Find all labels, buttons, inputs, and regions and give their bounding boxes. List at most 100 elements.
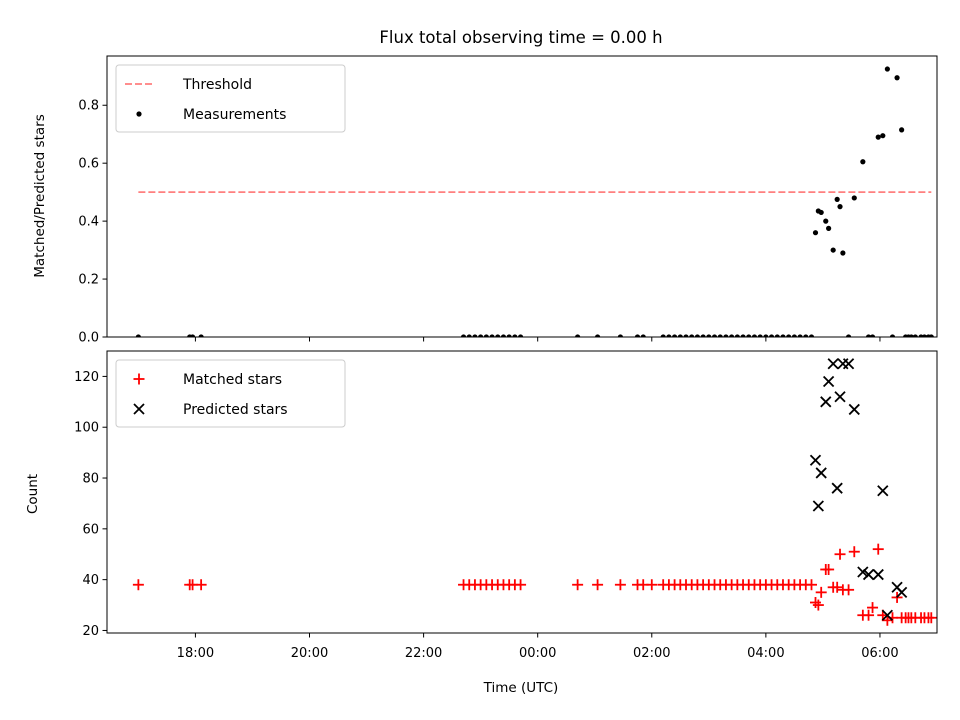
data-point-b: [881, 609, 894, 621]
top-y-axis-label: Matched/Predicted stars: [32, 114, 48, 277]
bottom-x-tick-label: 20:00: [291, 646, 328, 661]
data-point: [195, 579, 207, 591]
data-point: [857, 566, 869, 578]
data-point-b: [822, 375, 835, 388]
data-point: [506, 334, 512, 337]
data-point: [881, 614, 893, 626]
bottom-y-tick-label: 40: [82, 573, 99, 588]
top-legend: Threshold Measurements: [115, 64, 346, 133]
data-point: [848, 403, 860, 416]
x-axis-label: Time (UTC): [483, 680, 559, 696]
data-point-b: [820, 396, 832, 408]
data-point: [495, 334, 501, 337]
bottom-plot-area: [132, 358, 937, 626]
bottom-panel: 20 40 60 80 100 120 18:00 20:00 22:00 00:00 02:00 0…: [74, 350, 938, 661]
data-point: [512, 334, 518, 337]
top-y-tick-label: 0.2: [78, 273, 99, 288]
data-point: [592, 579, 604, 591]
data-point: [671, 334, 678, 337]
data-point: [842, 358, 855, 370]
bottom-y-tick-label: 100: [74, 421, 99, 436]
data-point: [812, 500, 824, 512]
data-point: [809, 454, 822, 466]
data-point: [706, 334, 712, 337]
data-point: [845, 334, 852, 337]
data-point: [135, 334, 141, 337]
data-point: [921, 334, 928, 337]
data-point: [875, 134, 881, 140]
data-point: [827, 358, 839, 370]
data-point: [746, 334, 752, 337]
data-point: [483, 334, 489, 337]
data-point: [843, 584, 855, 596]
data-point: [860, 159, 866, 165]
bottom-y-tick-label: 80: [82, 472, 99, 487]
top-panel: 0.0 0.2 0.4 0.6 0.8 Threshold Measurements: [78, 55, 938, 346]
data-point: [872, 543, 884, 555]
data-point: [823, 218, 829, 224]
data-point: [812, 599, 824, 611]
data-point: [837, 204, 843, 210]
data-point: [677, 334, 683, 337]
data-point: [928, 334, 934, 337]
data-point: [757, 334, 763, 337]
data-point: [791, 334, 797, 337]
bottom-y-tick-label: 20: [82, 624, 99, 639]
data-point: [925, 612, 937, 624]
data-point: [694, 334, 701, 337]
bottom-x-tick-label: 04:00: [747, 646, 784, 661]
data-point: [717, 334, 723, 337]
data-point: [863, 609, 875, 621]
top-y-tick-label: 0.0: [78, 331, 99, 346]
top-axes-frame: [106, 55, 938, 338]
data-point-b: [815, 467, 827, 479]
data-point: [912, 334, 918, 337]
data-point: [867, 602, 879, 614]
legend-swatch: [133, 373, 145, 385]
bottom-legend: Matched stars Predicted stars: [115, 359, 346, 428]
data-point: [517, 334, 524, 337]
bottom-x-tick-label: 22:00: [405, 646, 442, 661]
data-point: [466, 334, 472, 337]
data-point: [834, 391, 846, 403]
data-point: [822, 375, 835, 388]
data-point-b: [848, 403, 860, 416]
top-series-measurements: [135, 66, 934, 337]
bottom-y-tick-label: 120: [74, 370, 99, 385]
data-point: [478, 334, 484, 337]
data-point: [865, 334, 872, 337]
chart-title: Flux total observing time = 0.00 h: [379, 28, 662, 47]
data-point: [826, 225, 832, 231]
bottom-x-tick-label: 00:00: [519, 646, 556, 661]
data-point-b: [872, 568, 884, 581]
legend-swatch: [133, 403, 145, 415]
data-point: [840, 250, 846, 256]
data-point: [786, 334, 792, 337]
data-point: [834, 548, 846, 560]
data-point: [640, 334, 646, 337]
data-point: [818, 209, 824, 216]
bottom-y-tick-label: 60: [82, 522, 99, 537]
data-point: [189, 334, 196, 337]
data-point: [869, 334, 876, 337]
legend-label: Predicted stars: [183, 402, 288, 418]
data-point: [700, 334, 706, 337]
bottom-series-matched-stars: [132, 543, 937, 626]
data-point-b: [834, 391, 846, 403]
data-point: [881, 609, 894, 621]
data-point: [808, 334, 815, 337]
data-point: [851, 195, 857, 201]
data-point: [894, 75, 900, 81]
data-point: [774, 334, 780, 337]
data-point: [614, 579, 626, 591]
data-point: [768, 334, 775, 337]
bottom-y-axis-label: Count: [25, 474, 41, 514]
data-point: [723, 334, 729, 337]
data-point: [634, 334, 641, 337]
data-point: [895, 586, 908, 598]
legend-label: Threshold: [182, 77, 252, 93]
data-point: [617, 334, 624, 337]
data-point: [460, 334, 467, 337]
